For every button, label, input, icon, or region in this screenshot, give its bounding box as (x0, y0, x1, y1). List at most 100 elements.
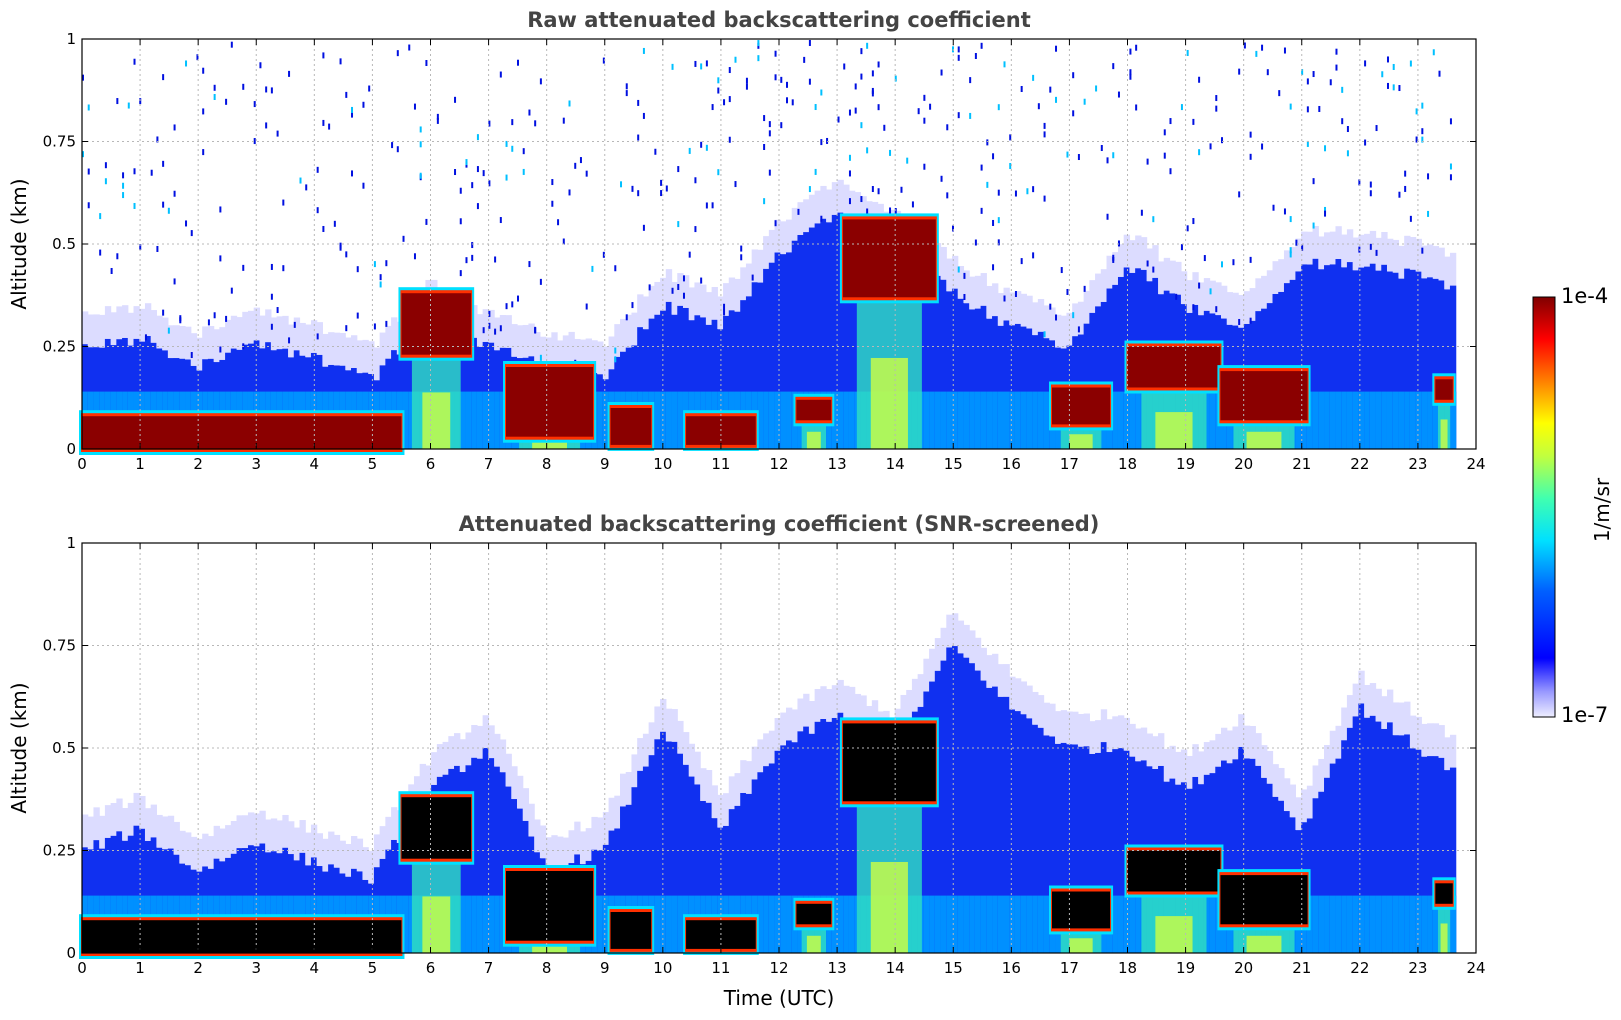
noise-speckle (1077, 326, 1080, 333)
haze-fringe-cell (127, 802, 135, 836)
haze-fringe-cell (545, 837, 552, 871)
aerosol-cell (791, 742, 799, 953)
dense-layer-cell (1127, 346, 1221, 388)
haze-fringe-cell (677, 720, 684, 754)
haze-fringe-cell (322, 838, 329, 872)
noise-speckle (980, 207, 983, 214)
aerosol-core-cell (929, 391, 936, 449)
haze-fringe-cell (253, 813, 261, 847)
noise-speckle (1192, 304, 1195, 311)
haze-fringe-cell (963, 624, 970, 658)
aerosol-core-cell (1123, 391, 1131, 449)
noise-speckle (1209, 143, 1212, 150)
noise-speckle (87, 104, 90, 111)
noise-speckle (877, 61, 880, 68)
aerosol-cell (104, 837, 112, 953)
colorbar-min-label: 1e-7 (1561, 703, 1608, 727)
haze-fringe-cell (385, 816, 392, 850)
haze-fringe-cell (1255, 733, 1262, 766)
haze-fringe-cell (591, 816, 598, 850)
noise-speckle (419, 141, 422, 148)
noise-speckle (1238, 68, 1241, 75)
aerosol-core-cell (763, 895, 770, 953)
noise-speckle (1364, 139, 1367, 146)
noise-speckle (671, 287, 674, 294)
aerosol-cell (1238, 746, 1245, 953)
haze-fringe-cell (476, 314, 484, 347)
noise-speckle (1072, 72, 1075, 79)
aerosol-cell (757, 282, 764, 449)
aerosol-cell (1117, 276, 1125, 449)
haze-fringe-cell (247, 310, 255, 344)
aerosol-cell (740, 300, 747, 449)
haze-fringe-cell (1135, 235, 1142, 269)
haze-fringe-cell (213, 329, 220, 363)
aerosol-core-cell (1427, 895, 1434, 953)
aerosol-core-cell (848, 895, 856, 953)
aerosol-core-cell (1318, 391, 1325, 449)
axis-ticks: 0 1 2 3 4 5 6 7 8 9 10 11 12 13 14 15 16 17 18 19 20 21 22 23 24… (43, 534, 1486, 977)
aerosol-core-cell (1203, 391, 1211, 449)
noise-speckle (837, 116, 840, 123)
noise-speckle (1386, 56, 1389, 63)
haze-fringe-cell (654, 281, 661, 315)
aerosol-cell (677, 753, 684, 953)
noise-speckle (104, 162, 107, 169)
haze-fringe-cell (1392, 702, 1400, 736)
aerosol-cell (934, 275, 942, 449)
aerosol-cell (1100, 742, 1108, 953)
aerosol-cell (797, 234, 804, 449)
aerosol-core-cell (992, 895, 999, 953)
y-tick-label: 0 (66, 440, 76, 458)
noise-speckle (694, 60, 697, 67)
haze-fringe-cell (167, 325, 175, 359)
haze-fringe-cell (1032, 691, 1039, 725)
haze-fringe-cell (1341, 234, 1348, 268)
noise-speckle (1449, 174, 1452, 181)
aerosol-cell (1427, 756, 1434, 953)
haze-fringe-cell (242, 815, 249, 849)
noise-speckle (980, 164, 983, 171)
aerosol-cell (1043, 735, 1050, 953)
haze-fringe-cell (1278, 767, 1285, 801)
haze-fringe-cell (1266, 750, 1274, 784)
haze-fringe-cell (534, 332, 541, 365)
noise-speckle (642, 224, 645, 231)
aerosol-cell (665, 741, 673, 953)
noise-speckle (665, 185, 668, 192)
haze-fringe-cell (419, 763, 427, 797)
noise-speckle (980, 42, 983, 49)
noise-speckle (557, 219, 560, 226)
noise-speckle (614, 356, 617, 363)
aerosol-cell (1324, 777, 1331, 953)
aerosol-cell (992, 316, 999, 449)
noise-speckle (1014, 291, 1017, 298)
aerosol-cell (1095, 306, 1102, 449)
noise-speckle (488, 180, 491, 187)
aerosol-core-cell (923, 895, 930, 953)
noise-speckle (1032, 74, 1035, 81)
haze-fringe-cell (310, 824, 318, 858)
haze-fringe-cell (614, 795, 621, 829)
aerosol-cell (997, 696, 1005, 953)
aerosol-cell (1346, 727, 1354, 953)
haze-fringe-cell (597, 341, 604, 375)
noise-speckle (562, 117, 565, 124)
haze-fringe-cell (185, 832, 192, 866)
haze-fringe-cell (425, 765, 432, 799)
aerosol-cell (682, 764, 690, 953)
aerosol-core-cell (1312, 895, 1319, 953)
noise-speckle (116, 253, 119, 260)
x-tick-label: 1 (135, 455, 145, 473)
aerosol-cell (1318, 791, 1325, 953)
noise-speckle (694, 226, 697, 233)
noise-speckle (700, 277, 703, 284)
haze-fringe-cell (1261, 745, 1268, 778)
noise-speckle (156, 136, 159, 143)
aerosol-core-cell (1329, 391, 1337, 449)
aerosol-cell (1421, 278, 1428, 449)
aerosol-cell (1364, 717, 1371, 953)
x-tick-label: 23 (1408, 959, 1427, 977)
haze-fringe-cell (1369, 230, 1377, 264)
aerosol-core-cell (597, 895, 604, 953)
